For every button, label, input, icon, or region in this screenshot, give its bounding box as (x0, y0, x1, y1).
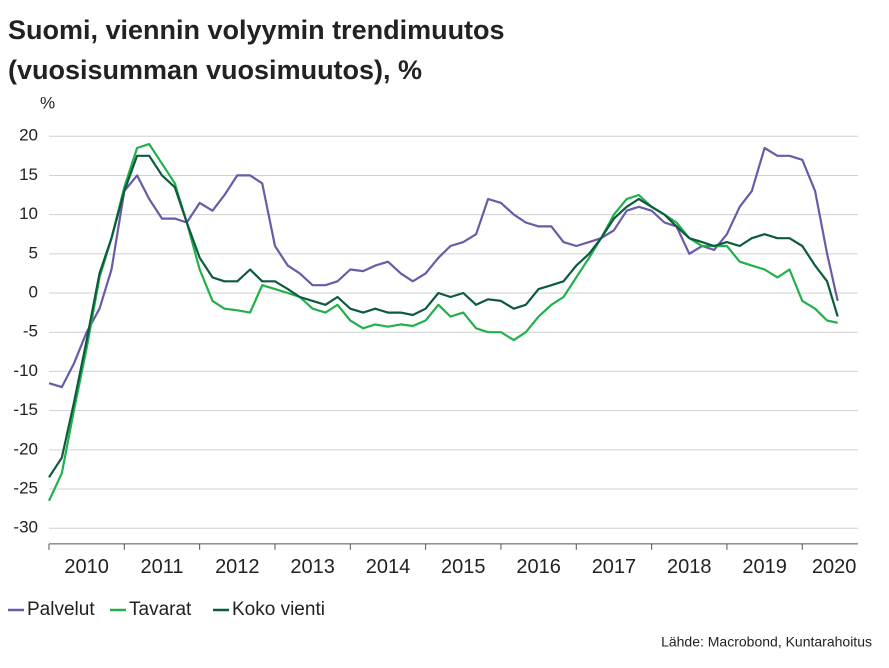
x-tick-label: 2020 (812, 556, 857, 578)
y-axis-label: % (40, 93, 55, 112)
chart-title: Suomi, viennin volyymin trendimuutos (8, 15, 505, 45)
x-tick-label: 2011 (140, 556, 183, 578)
x-tick-label: 2012 (215, 556, 260, 578)
x-tick-label: 2010 (64, 556, 109, 578)
series-line (48, 146, 839, 389)
x-tick-label: 2016 (516, 556, 561, 578)
y-tick-label: 20 (19, 126, 38, 145)
y-tick-label: -25 (13, 479, 38, 498)
y-tick-label: -20 (13, 439, 38, 458)
x-tick-label: 2014 (366, 556, 411, 578)
source: Lähde: Macrobond, Kuntarahoitus (661, 634, 872, 650)
y-tick-label: -5 (23, 322, 38, 341)
y-tick-label: -15 (13, 400, 38, 419)
y-tick-label: 5 (29, 243, 38, 262)
y-tick-label: -30 (13, 518, 38, 537)
x-tick-label: 2019 (742, 556, 787, 578)
y-tick-label: 0 (29, 283, 38, 302)
y-tick-label: 15 (19, 165, 38, 184)
legend-label: Palvelut (27, 599, 95, 620)
series-line (48, 143, 838, 502)
legend-label: Tavarat (129, 599, 192, 620)
x-tick-label: 2015 (441, 556, 486, 578)
series-line (48, 154, 839, 478)
x-tick-label: 2018 (667, 556, 712, 578)
x-tick-label: 2017 (592, 556, 637, 578)
x-tick-label: 2013 (290, 556, 335, 578)
y-tick-label: 10 (19, 204, 38, 223)
chart-title: (vuosisumman vuosimuutos), % (8, 55, 422, 85)
legend-label: Koko vienti (232, 599, 325, 620)
y-tick-label: -10 (13, 361, 38, 380)
